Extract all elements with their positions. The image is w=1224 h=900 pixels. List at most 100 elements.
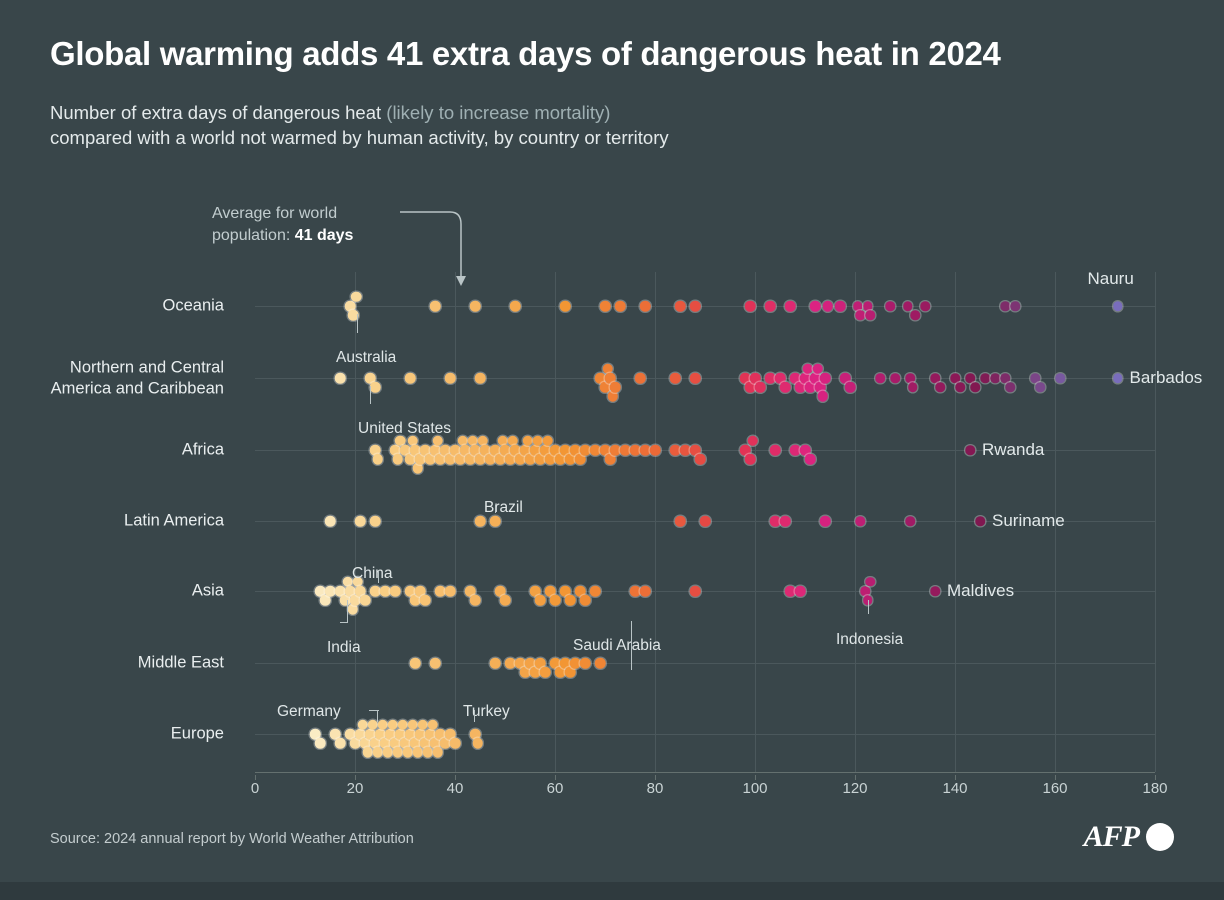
data-point <box>607 391 618 402</box>
data-point <box>384 728 396 740</box>
data-point <box>424 453 436 465</box>
data-point <box>539 444 551 456</box>
data-point <box>844 381 856 393</box>
data-point <box>392 747 403 758</box>
data-point <box>744 300 756 312</box>
x-axis-tick <box>755 775 756 780</box>
data-point <box>604 372 616 384</box>
data-point <box>1005 382 1015 392</box>
data-point <box>507 435 518 447</box>
x-axis-tick <box>855 775 856 780</box>
data-point <box>449 737 461 749</box>
x-axis-tick <box>1055 775 1056 780</box>
data-point <box>414 453 426 465</box>
data-point <box>377 719 388 731</box>
callout-leader <box>357 314 359 333</box>
point-label-maldives: Maldives <box>947 581 1015 600</box>
data-point <box>599 381 611 393</box>
source-note: Source: 2024 annual report by World Weat… <box>50 831 414 847</box>
data-point <box>789 372 801 384</box>
data-point <box>404 728 416 740</box>
data-point <box>885 301 895 311</box>
average-annotation-value: 41 days <box>294 226 354 244</box>
gridline-vertical <box>555 272 556 772</box>
point-label-nauru: Nauru <box>1087 269 1134 288</box>
callout-leader <box>377 710 379 722</box>
data-point <box>965 373 975 383</box>
gridline-vertical <box>1155 272 1156 772</box>
bottom-bar <box>0 882 1224 900</box>
data-point <box>1112 373 1123 383</box>
data-point <box>429 737 441 749</box>
row-guideline <box>255 591 1155 592</box>
gridline-vertical <box>755 272 756 772</box>
x-axis-tick <box>955 775 956 780</box>
data-point <box>352 576 363 588</box>
callout-germany: Germany <box>277 703 341 720</box>
data-point <box>449 444 461 456</box>
data-point <box>364 372 376 384</box>
data-point <box>469 444 481 456</box>
gridline-vertical <box>655 272 656 772</box>
data-point <box>399 444 411 456</box>
data-point <box>679 444 691 456</box>
data-point <box>799 372 811 384</box>
data-point <box>407 719 418 731</box>
data-point <box>334 372 346 384</box>
data-point <box>902 301 913 311</box>
data-point <box>855 516 865 526</box>
data-point <box>334 585 346 597</box>
data-point <box>794 381 806 393</box>
data-point <box>834 300 846 312</box>
data-point <box>817 391 828 402</box>
data-point <box>579 594 591 606</box>
data-point <box>814 381 826 393</box>
data-point <box>467 435 478 447</box>
data-point <box>804 381 816 393</box>
data-point <box>484 453 496 465</box>
row-guideline <box>255 450 1155 451</box>
data-point <box>504 453 516 465</box>
category-label-northern-and-central: Northern and Central America and Caribbe… <box>50 358 224 397</box>
data-point <box>629 444 641 456</box>
data-point <box>739 372 751 384</box>
data-point <box>609 444 621 456</box>
data-point <box>744 381 756 393</box>
point-label-rwanda: Rwanda <box>982 440 1045 459</box>
x-axis-tick-label: 120 <box>842 780 868 797</box>
data-point <box>907 382 918 392</box>
data-point <box>369 737 381 749</box>
callout-leader-germany-elbow <box>369 710 379 712</box>
data-point <box>1000 373 1010 383</box>
subtitle-line2: compared with a world not warmed by huma… <box>50 127 669 149</box>
data-point <box>387 719 398 731</box>
data-point <box>499 444 511 456</box>
data-point <box>529 444 541 456</box>
data-point <box>444 453 456 465</box>
data-point <box>469 300 481 312</box>
data-point <box>432 435 443 447</box>
data-point <box>444 372 456 384</box>
data-point <box>409 594 421 606</box>
subtitle: Number of extra days of dangerous heat (… <box>50 100 1050 150</box>
data-point <box>549 657 561 669</box>
data-point <box>369 585 381 597</box>
data-point <box>574 585 586 597</box>
data-point <box>339 594 351 606</box>
data-point <box>784 585 796 597</box>
average-annotation-label: population: <box>212 226 295 244</box>
data-point <box>559 585 571 597</box>
x-axis-tick <box>455 775 456 780</box>
callout-turkey: Turkey <box>463 703 510 720</box>
data-point <box>397 719 408 731</box>
callout-leader-saudi-arabia <box>631 642 633 660</box>
data-point <box>669 444 681 456</box>
x-axis-tick <box>655 775 656 780</box>
data-point <box>549 594 561 606</box>
data-point <box>434 728 446 740</box>
data-point <box>564 594 576 606</box>
row-guideline <box>255 734 1155 735</box>
data-point <box>699 515 711 527</box>
data-point <box>764 372 776 384</box>
